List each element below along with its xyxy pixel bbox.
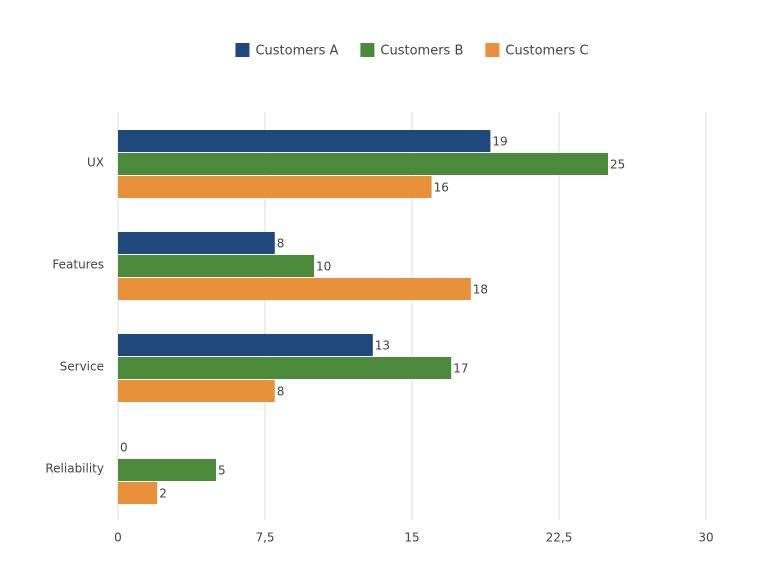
bar xyxy=(118,176,432,198)
legend-label: Customers A xyxy=(255,44,338,59)
bar xyxy=(118,334,373,356)
data-label: 16 xyxy=(434,181,449,195)
legend-swatch xyxy=(485,43,500,57)
x-tick-label: 15 xyxy=(404,531,419,545)
legend-label: Customers C xyxy=(505,44,588,59)
legend-item: Customers C xyxy=(485,43,589,59)
bar xyxy=(118,459,216,481)
y-tick-label: Features xyxy=(52,258,104,272)
legend-swatch xyxy=(360,43,375,57)
data-label: 13 xyxy=(375,339,390,353)
data-label: 8 xyxy=(277,237,285,251)
legend-swatch xyxy=(235,43,250,57)
x-tick-label: 0 xyxy=(114,531,122,545)
data-label: 0 xyxy=(120,441,128,455)
data-label: 17 xyxy=(453,362,468,376)
bar xyxy=(118,153,608,175)
data-label: 10 xyxy=(316,260,331,274)
x-tick-label: 30 xyxy=(698,531,713,545)
legend-item: Customers A xyxy=(235,43,339,59)
legend-label: Customers B xyxy=(380,44,463,59)
data-label: 25 xyxy=(610,158,625,172)
bar xyxy=(118,130,491,152)
bar xyxy=(118,482,158,504)
data-label: 2 xyxy=(159,487,167,501)
data-label: 18 xyxy=(473,283,488,297)
data-label: 5 xyxy=(218,464,226,478)
data-label: 8 xyxy=(277,385,285,399)
y-tick-label: UX xyxy=(87,156,104,170)
x-tick-label: 7,5 xyxy=(255,531,274,545)
bar xyxy=(118,232,275,254)
legend-item: Customers B xyxy=(360,43,463,59)
bar xyxy=(118,255,314,277)
bar xyxy=(118,278,471,300)
bar xyxy=(118,357,452,379)
x-tick-label: 22,5 xyxy=(546,531,573,545)
data-label: 19 xyxy=(492,135,507,149)
bar xyxy=(118,380,275,402)
y-tick-label: Service xyxy=(60,360,104,374)
y-tick-label: Reliability xyxy=(45,462,104,476)
